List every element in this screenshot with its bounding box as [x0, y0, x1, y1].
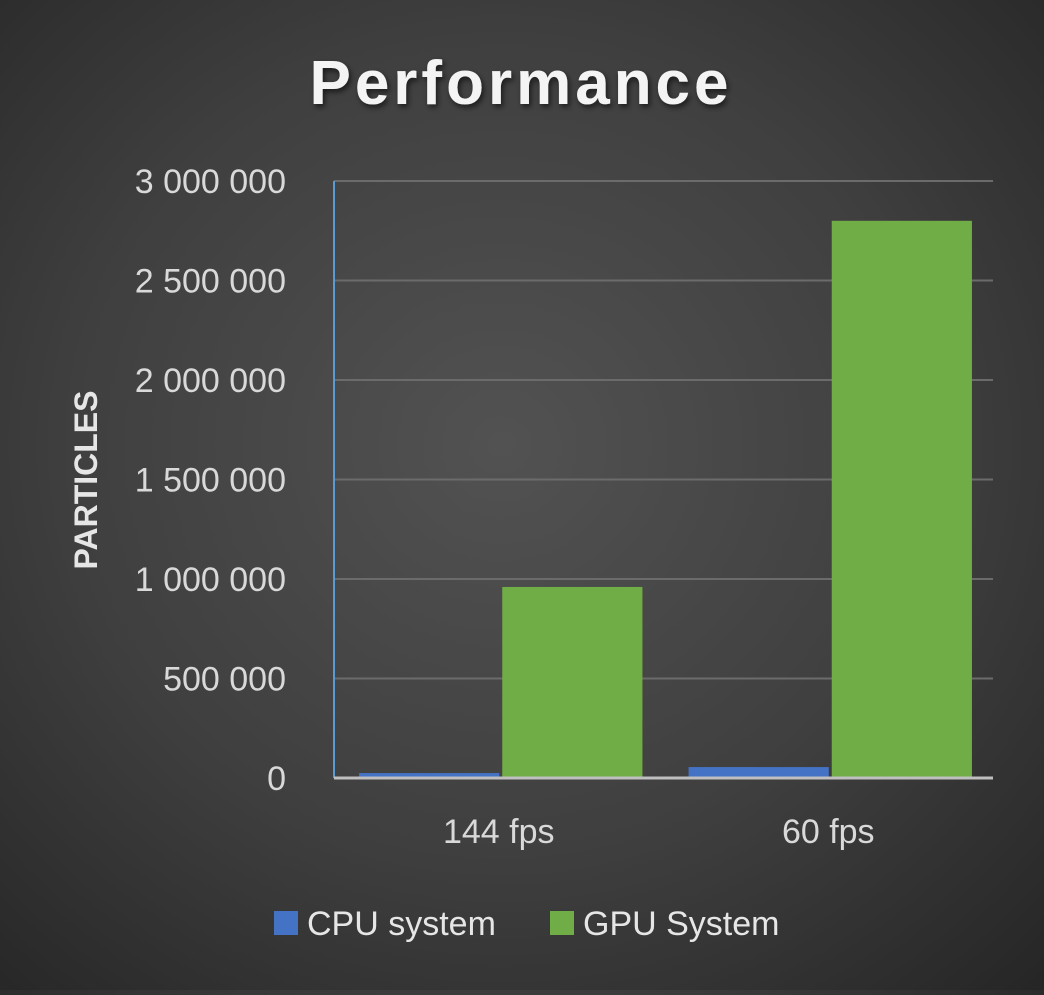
legend-swatch-cpu — [274, 911, 298, 935]
bar-gpu-0 — [502, 586, 643, 778]
legend-label-cpu: CPU system — [307, 905, 496, 943]
bar-gpu-1 — [831, 220, 972, 779]
bar-cpu-0 — [359, 773, 500, 778]
legend-swatch-gpu — [550, 911, 574, 935]
y-tick-label: 2 000 000 — [135, 362, 286, 400]
y-tick-label: 1 500 000 — [135, 462, 286, 500]
y-axis-ticks: 0 500 000 1 000 000 1 500 000 2 000 000 2 500… — [135, 163, 286, 798]
axes — [333, 181, 993, 780]
bar-cpu-1 — [688, 767, 829, 778]
y-tick-label: 1 000 000 — [135, 561, 286, 599]
legend: CPU system GPU System — [274, 905, 779, 943]
chart-title: Performance — [309, 49, 732, 118]
y-axis-label: PARTICLES — [68, 391, 104, 570]
y-tick-label: 2 500 000 — [135, 263, 286, 301]
x-axis-ticks: 144 fps 60 fps — [443, 813, 875, 851]
x-tick-label: 144 fps — [443, 813, 555, 851]
y-tick-label: 500 000 — [163, 661, 286, 699]
y-tick-label: 0 — [267, 760, 286, 798]
bars — [359, 220, 972, 779]
x-tick-label: 60 fps — [782, 813, 875, 851]
y-tick-label: 3 000 000 — [135, 163, 286, 201]
legend-label-gpu: GPU System — [583, 905, 779, 943]
